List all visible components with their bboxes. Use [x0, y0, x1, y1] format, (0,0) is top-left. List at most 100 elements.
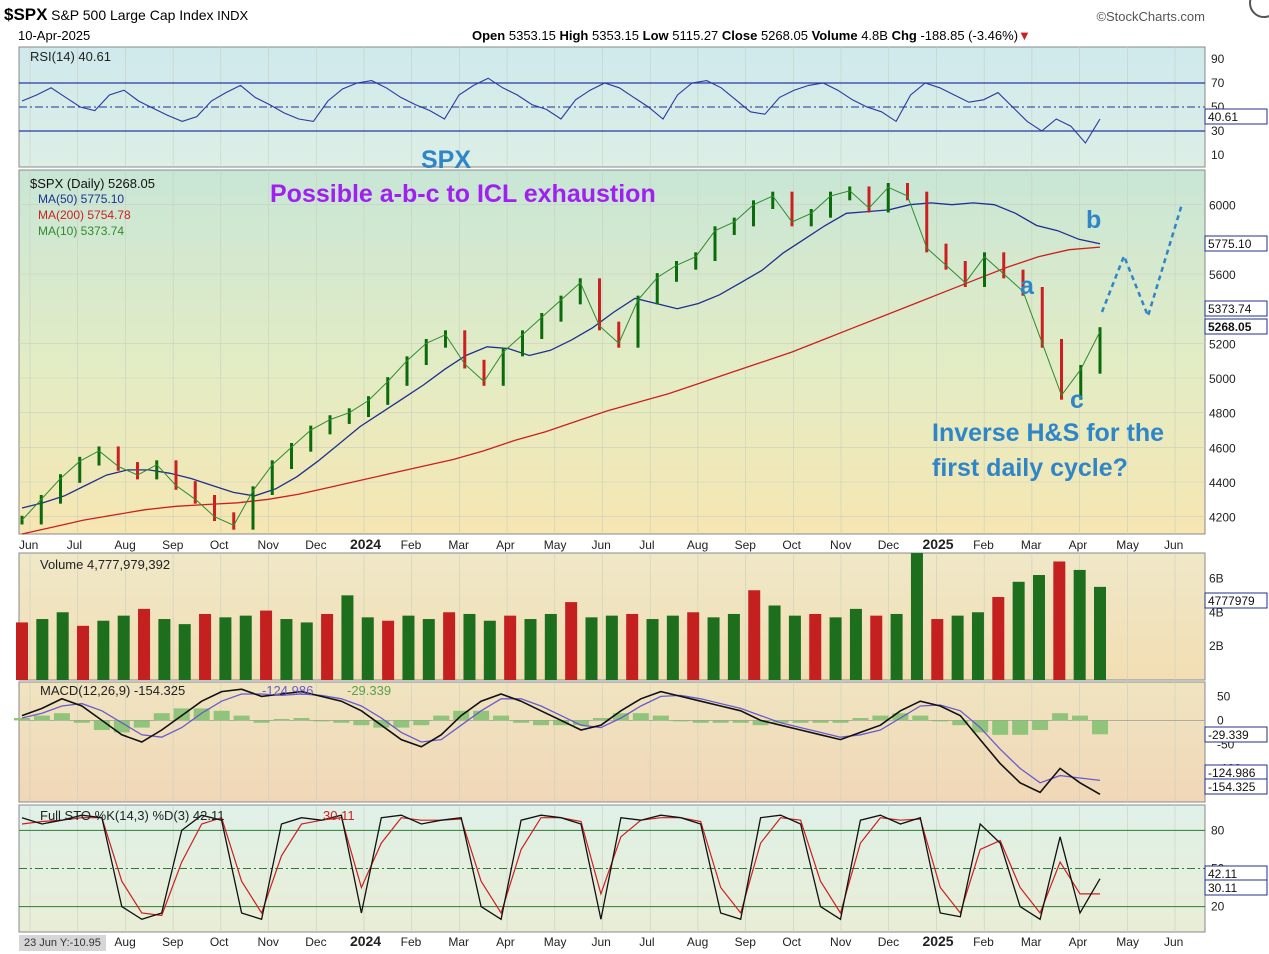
index-name: S&P 500 Large Cap Index	[51, 7, 214, 23]
x-tick-label: Mar	[1021, 538, 1042, 552]
down-arrow-icon: ▼	[1018, 28, 1031, 43]
x-tick-label-bottom: Mar	[448, 935, 469, 949]
x-tick-label: Jun	[19, 538, 38, 552]
volume-bar	[382, 620, 395, 680]
stochastic-d-tag-box	[1204, 879, 1268, 896]
annotation-note-line2: first daily cycle?	[932, 454, 1128, 482]
volume-bar	[361, 617, 374, 680]
close-value-tag: 5268.05	[1208, 320, 1252, 334]
macd-histogram-bar	[932, 720, 949, 722]
price-y-tick: 4800	[1209, 407, 1236, 421]
price-panel	[18, 169, 1206, 535]
macd-line	[21, 688, 1101, 795]
price-y-tick: 5000	[1209, 372, 1236, 386]
macd-histogram-bar	[353, 720, 370, 726]
close-icon[interactable]	[1249, 0, 1269, 18]
macd-histogram-bar	[173, 708, 190, 721]
volume-bar	[1032, 575, 1045, 680]
volume-bar	[748, 590, 761, 680]
x-tick-label-bottom: Dec	[878, 935, 899, 949]
macd-histogram-legend: -29.339	[347, 683, 391, 698]
x-tick-label-bottom: 2025	[922, 933, 953, 949]
macd-histogram-tag: -29.339	[1208, 728, 1249, 742]
x-tick-label: Sep	[735, 538, 757, 552]
macd-histogram-bar	[872, 715, 889, 721]
x-tick-label: Nov	[258, 538, 279, 552]
volume-bar	[707, 617, 720, 680]
volume-bar	[321, 613, 334, 680]
ohlc-readout: Open 5353.15 High 5353.15 Low 5115.27 Cl…	[472, 28, 1031, 43]
volume-value-tag-box	[1204, 592, 1268, 609]
macd-histogram-bar	[53, 713, 70, 721]
chg-value: -188.85 (-3.46%)	[920, 28, 1019, 43]
volume-bar	[16, 622, 28, 680]
macd-value-tag-box	[1204, 778, 1268, 795]
volume-bar	[1073, 569, 1086, 680]
x-tick-label: Oct	[782, 538, 801, 552]
x-tick-label-bottom: Apr	[1069, 935, 1088, 949]
volume-bar	[870, 615, 883, 680]
price-y-tick: 5600	[1209, 268, 1236, 282]
x-tick-label-bottom: Oct	[782, 935, 801, 949]
x-tick-label-bottom: Aug	[114, 935, 135, 949]
rsi-legend: RSI(14) 40.61	[30, 49, 111, 64]
macd-histogram-bar	[533, 720, 550, 726]
macd-histogram-bar	[632, 713, 649, 721]
macd-value-tag: -154.325	[1208, 780, 1256, 794]
macd-histogram-bar	[113, 720, 130, 733]
volume-bar	[646, 619, 659, 680]
ma200-legend: MA(200) 5754.78	[38, 208, 131, 222]
macd-histogram-bar	[892, 713, 909, 721]
macd-panel	[18, 681, 1206, 803]
macd-histogram-bar	[293, 718, 310, 721]
volume-bar	[1053, 561, 1066, 680]
macd-histogram-bar	[692, 720, 709, 723]
volume-bar	[443, 612, 456, 680]
macd-histogram-bar	[473, 710, 490, 721]
macd-histogram-bar	[373, 720, 390, 728]
volume-bar	[931, 619, 944, 680]
macd-histogram-bar	[752, 720, 769, 726]
volume-bar	[402, 615, 415, 680]
x-tick-label-bottom: May	[1116, 935, 1139, 949]
stochastic-d-tag: 30.11	[1208, 881, 1237, 895]
macd-histogram-bar	[1072, 715, 1089, 721]
macd-histogram-bar	[1012, 720, 1029, 735]
macd-histogram-bar	[14, 718, 30, 721]
macd-histogram-bar	[233, 715, 250, 721]
close-value: 5268.05	[760, 28, 808, 43]
volume-bar	[341, 595, 354, 680]
cursor-readout: 23 Jun Y:-10.95	[19, 935, 106, 951]
stochastic-y-tick: 20	[1211, 900, 1225, 914]
rsi-y-tick: 30	[1211, 124, 1225, 138]
price-legend: $SPX (Daily) 5268.05	[30, 176, 155, 191]
macd-histogram-bar	[572, 720, 589, 726]
volume-bar	[666, 615, 679, 680]
ma50-value-tag-box	[1204, 235, 1268, 252]
x-tick-label: Jul	[639, 538, 654, 552]
macd-histogram-bar	[732, 720, 749, 723]
macd-histogram-bar	[612, 713, 629, 721]
macd-histogram-bar	[213, 710, 230, 721]
x-tick-label-bottom: Oct	[210, 935, 229, 949]
volume-bar	[56, 612, 69, 680]
annotation-note-line1: Inverse H&S for the	[932, 419, 1164, 447]
volume-bar	[890, 613, 903, 680]
x-tick-label: 2024	[350, 536, 381, 552]
x-tick-label: Feb	[973, 538, 994, 552]
rsi-value-tag: 40.61	[1208, 110, 1238, 124]
volume-bar	[544, 613, 557, 680]
stochastic-legend: Full STO %K(14,3) %D(3) 42.11	[40, 808, 224, 823]
volume-bar	[483, 620, 496, 680]
macd-histogram-bar	[253, 720, 270, 723]
x-tick-label: Jul	[67, 538, 82, 552]
low-value: 5115.27	[672, 28, 719, 43]
volume-y-tick: 4B	[1209, 605, 1224, 619]
macd-histogram-bar	[273, 718, 290, 721]
macd-histogram-bar	[333, 720, 350, 723]
annotation-subtitle: Possible a-b-c to ICL exhaustion	[270, 180, 656, 208]
macd-histogram-bar	[772, 720, 789, 723]
x-tick-label-bottom: Nov	[258, 935, 279, 949]
stochastic-d-legend: 30.11	[323, 808, 355, 823]
